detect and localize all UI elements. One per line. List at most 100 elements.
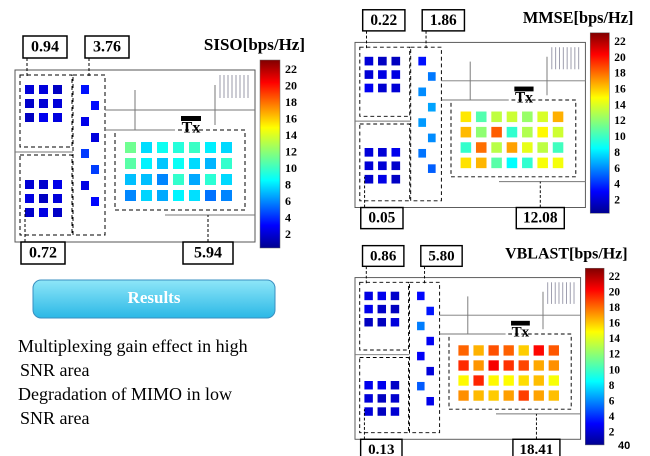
- tx-label: Tx: [512, 325, 530, 341]
- heat-cell: [518, 390, 529, 401]
- heat-cell: [491, 142, 502, 153]
- panel-title: SISO[bps/Hz]: [204, 35, 305, 54]
- heat-cell: [157, 142, 168, 153]
- heat-cell: [488, 360, 499, 371]
- heat-cell: [473, 390, 484, 401]
- heat-cell: [475, 126, 487, 138]
- heat-cell: [378, 174, 387, 184]
- heat-cell: [418, 87, 427, 97]
- heat-cell: [189, 158, 200, 169]
- heat-cell: [189, 190, 200, 201]
- heat-cell: [537, 111, 548, 123]
- room-boundary: [359, 123, 411, 202]
- room-boundary: [359, 357, 410, 434]
- heat-cell: [364, 70, 374, 79]
- heat-cell: [53, 99, 62, 108]
- region-label-box: [361, 244, 405, 268]
- heat-cell: [173, 158, 184, 169]
- bullet-line: Multiplexing gain effect in high: [18, 336, 248, 356]
- floor-outline: [14, 69, 256, 243]
- heat-cell: [391, 148, 401, 157]
- room-boundary: [114, 129, 246, 211]
- heat-cell: [491, 111, 502, 123]
- bullet-list: Multiplexing gain effect in high SNR area…: [18, 334, 248, 430]
- colorbar-tick: 20: [609, 287, 621, 299]
- tx-bar: [511, 320, 530, 326]
- heat-cell: [552, 142, 564, 153]
- colorbar-tick: 20: [285, 78, 297, 92]
- results-label[interactable]: Results: [128, 288, 181, 307]
- region-label-box: [420, 244, 463, 268]
- heat-cell: [473, 375, 484, 386]
- heat-cell: [53, 180, 62, 189]
- heat-cell: [205, 142, 216, 153]
- region-label-box: [84, 35, 130, 59]
- heat-cell: [552, 111, 564, 123]
- heat-cell: [537, 157, 548, 169]
- heat-cell: [39, 99, 48, 108]
- panel: Tx 22 20 18 16 14 12 10 8 6 4 2 VBLAST[bps/Hz] 0.86 5.…: [354, 244, 628, 456]
- heat-cell: [548, 360, 559, 371]
- heat-cell: [473, 360, 484, 371]
- heat-cell: [417, 381, 425, 391]
- region-label: 1.86: [430, 12, 457, 29]
- heat-cell: [522, 142, 533, 153]
- heat-cell: [390, 394, 400, 403]
- heat-cell: [157, 190, 168, 201]
- heat-cell: [81, 117, 89, 126]
- heat-cell: [460, 126, 472, 138]
- heat-cell: [391, 174, 401, 184]
- heat-cell: [53, 85, 62, 94]
- colorbar-tick: 22: [614, 36, 626, 48]
- panel: Tx 22 20 18 16 14 12 10 8 6 4 2 MMSE[bps/Hz] 0.22 1.86…: [354, 8, 633, 230]
- results-button[interactable]: [32, 279, 276, 319]
- heat-cell: [141, 174, 152, 185]
- heat-cell: [364, 381, 373, 390]
- heat-cell: [427, 133, 436, 143]
- room-boundary: [448, 333, 572, 410]
- room-boundary: [19, 74, 73, 148]
- heat-cell: [417, 291, 425, 301]
- heat-cell: [390, 318, 400, 327]
- heat-cell: [141, 190, 152, 201]
- heat-cell: [53, 208, 62, 217]
- heat-cell: [518, 360, 529, 371]
- colorbar-tick: 16: [609, 318, 621, 330]
- heat-cell: [377, 291, 387, 301]
- heat-cell: [391, 70, 401, 79]
- heat-cell: [518, 375, 529, 386]
- heat-cell: [473, 345, 484, 356]
- heat-cell: [475, 157, 487, 169]
- heat-cell: [157, 174, 168, 185]
- heat-cell: [491, 157, 502, 169]
- heat-cell: [537, 126, 548, 138]
- region-label-box: [22, 35, 68, 59]
- colorbar-tick: 18: [285, 95, 297, 109]
- heat-cell: [364, 148, 374, 157]
- heat-cell: [125, 174, 136, 185]
- heat-cell: [503, 375, 514, 386]
- heat-cell: [125, 158, 136, 169]
- heat-cell: [53, 194, 62, 203]
- floor-outline: [354, 41, 586, 209]
- heat-cell: [141, 158, 152, 169]
- heat-cell: [205, 174, 216, 185]
- colorbar-tick: 12: [609, 349, 621, 361]
- heat-cell: [503, 390, 514, 401]
- heat-cell: [426, 366, 434, 376]
- panel: Tx 22 20 18 16 14 12 10 8 6 4 2 SISO[bps/Hz] 0.94 3.76…: [14, 35, 305, 265]
- heat-cell: [364, 407, 373, 416]
- heat-cell: [378, 83, 387, 93]
- heat-cell: [418, 56, 427, 66]
- heat-cell: [364, 318, 373, 327]
- colorbar-tick: 6: [614, 163, 620, 175]
- colorbar-tick: 22: [609, 271, 621, 283]
- heat-cell: [427, 72, 436, 81]
- region-label: 0.22: [370, 12, 397, 29]
- heat-cell: [221, 142, 232, 153]
- colorbar-tick: 10: [609, 364, 621, 376]
- heat-cell: [53, 113, 62, 122]
- heat-cell: [418, 118, 427, 127]
